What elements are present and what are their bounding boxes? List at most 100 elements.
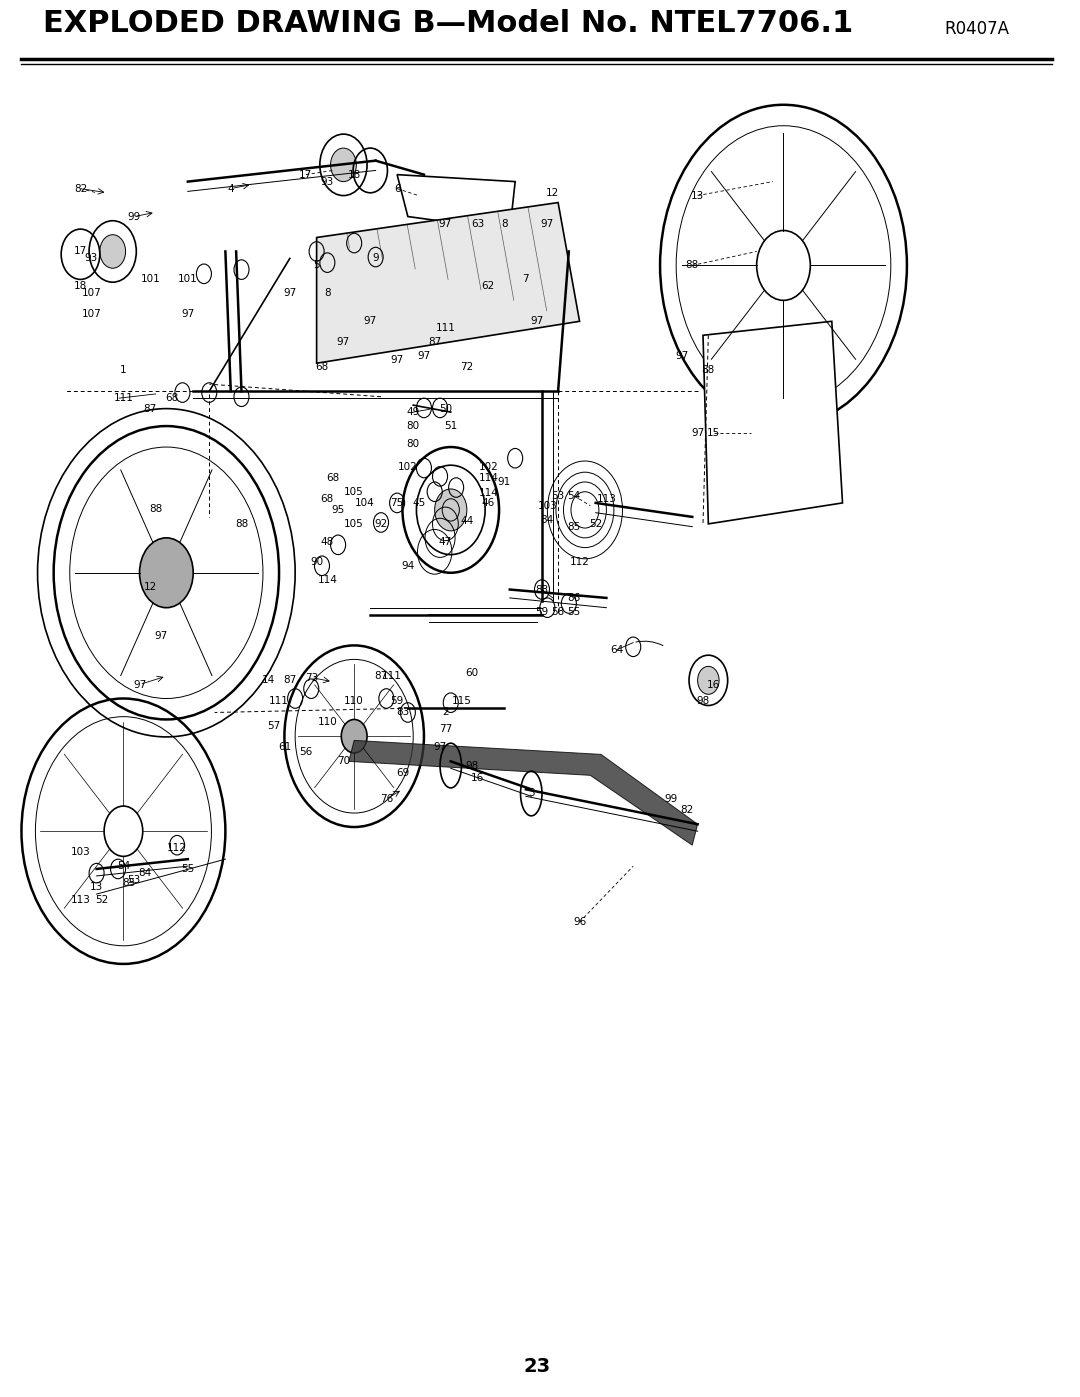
Text: 18: 18 [348, 169, 361, 180]
Text: 83: 83 [536, 584, 549, 595]
Circle shape [341, 719, 367, 753]
Polygon shape [316, 203, 580, 363]
Text: 13: 13 [90, 882, 104, 893]
Polygon shape [349, 740, 698, 845]
Text: 45: 45 [411, 497, 426, 509]
Text: 107: 107 [81, 288, 102, 299]
Circle shape [434, 489, 467, 531]
Text: 1: 1 [120, 365, 126, 376]
Text: 52: 52 [589, 518, 603, 529]
Text: 58: 58 [552, 606, 565, 617]
Text: 8: 8 [501, 218, 508, 229]
Text: 97: 97 [283, 288, 296, 299]
Text: 102: 102 [397, 461, 418, 472]
Text: 55: 55 [181, 863, 194, 875]
Text: 111: 111 [435, 323, 456, 334]
Text: 105: 105 [345, 486, 364, 497]
Text: 99: 99 [127, 211, 140, 222]
Text: 75: 75 [391, 497, 404, 509]
Text: 68: 68 [326, 472, 339, 483]
Text: 97: 97 [154, 630, 167, 641]
Text: 111: 111 [269, 696, 289, 707]
Text: 103: 103 [70, 847, 91, 858]
Text: 93: 93 [321, 176, 334, 187]
Text: 46: 46 [482, 497, 495, 509]
Text: 88: 88 [234, 518, 248, 529]
Text: 68: 68 [165, 393, 178, 404]
Text: 107: 107 [81, 309, 102, 320]
Text: 97: 97 [181, 309, 194, 320]
Text: 54: 54 [117, 861, 130, 872]
Text: 97: 97 [364, 316, 377, 327]
Text: 102: 102 [478, 461, 498, 472]
Text: 87: 87 [144, 404, 157, 415]
Circle shape [330, 148, 356, 182]
Text: 72: 72 [460, 362, 473, 373]
Text: 93: 93 [84, 253, 98, 264]
Text: 16: 16 [471, 773, 484, 784]
Text: 59: 59 [536, 606, 549, 617]
Text: 105: 105 [345, 518, 364, 529]
Text: 6: 6 [394, 183, 401, 194]
Text: 14: 14 [261, 675, 275, 686]
Text: 84: 84 [541, 514, 554, 525]
Text: 57: 57 [267, 721, 281, 732]
Text: 114: 114 [478, 472, 498, 483]
Text: 16: 16 [707, 679, 720, 690]
Text: 13: 13 [691, 190, 704, 201]
Text: 82: 82 [680, 805, 693, 816]
Text: 94: 94 [401, 560, 415, 571]
Text: 85: 85 [122, 877, 135, 888]
Text: 101: 101 [178, 274, 198, 285]
Text: 8: 8 [324, 288, 330, 299]
Text: 68: 68 [321, 493, 334, 504]
Text: 97: 97 [433, 742, 447, 753]
Text: 44: 44 [460, 515, 473, 527]
Text: 63: 63 [471, 218, 484, 229]
Text: 18: 18 [73, 281, 87, 292]
Polygon shape [703, 321, 842, 524]
Text: 96: 96 [573, 916, 586, 928]
Text: 103: 103 [538, 500, 557, 511]
Text: 112: 112 [569, 556, 590, 567]
Text: 64: 64 [610, 644, 624, 655]
Text: 111: 111 [382, 671, 402, 682]
Text: 97: 97 [133, 679, 146, 690]
Text: 110: 110 [345, 696, 364, 707]
Text: 62: 62 [482, 281, 495, 292]
Text: 9: 9 [373, 253, 379, 264]
Text: 53: 53 [552, 490, 565, 502]
Text: 2: 2 [442, 707, 448, 718]
Text: 87: 87 [283, 675, 296, 686]
Text: 76: 76 [380, 793, 393, 805]
Text: 23: 23 [523, 1356, 550, 1376]
Text: 51: 51 [444, 420, 458, 432]
Text: 88: 88 [702, 365, 715, 376]
Text: 47: 47 [438, 536, 453, 548]
Text: 77: 77 [438, 724, 453, 735]
Text: 4: 4 [228, 183, 234, 194]
Text: 111: 111 [113, 393, 133, 404]
Text: 85: 85 [568, 521, 581, 532]
Text: 84: 84 [138, 868, 151, 879]
Text: 88: 88 [686, 260, 699, 271]
Text: 87: 87 [375, 671, 388, 682]
Text: 17: 17 [299, 169, 312, 180]
Text: 61: 61 [278, 742, 291, 753]
Text: 60: 60 [465, 668, 478, 679]
Text: 52: 52 [95, 894, 109, 905]
Text: 70: 70 [337, 756, 350, 767]
Text: 104: 104 [355, 497, 375, 509]
Text: 101: 101 [140, 274, 160, 285]
Text: 17: 17 [73, 246, 87, 257]
Text: 82: 82 [73, 183, 87, 194]
Text: 59: 59 [391, 696, 404, 707]
Text: 113: 113 [70, 894, 91, 905]
Text: 97: 97 [541, 218, 554, 229]
Text: 88: 88 [149, 503, 162, 514]
Text: 98: 98 [697, 696, 710, 707]
Text: 50: 50 [438, 404, 451, 415]
Text: 12: 12 [144, 581, 157, 592]
Text: 48: 48 [321, 536, 334, 548]
Text: EXPLODED DRAWING B—Model No. NTEL7706.1: EXPLODED DRAWING B—Model No. NTEL7706.1 [43, 8, 853, 38]
